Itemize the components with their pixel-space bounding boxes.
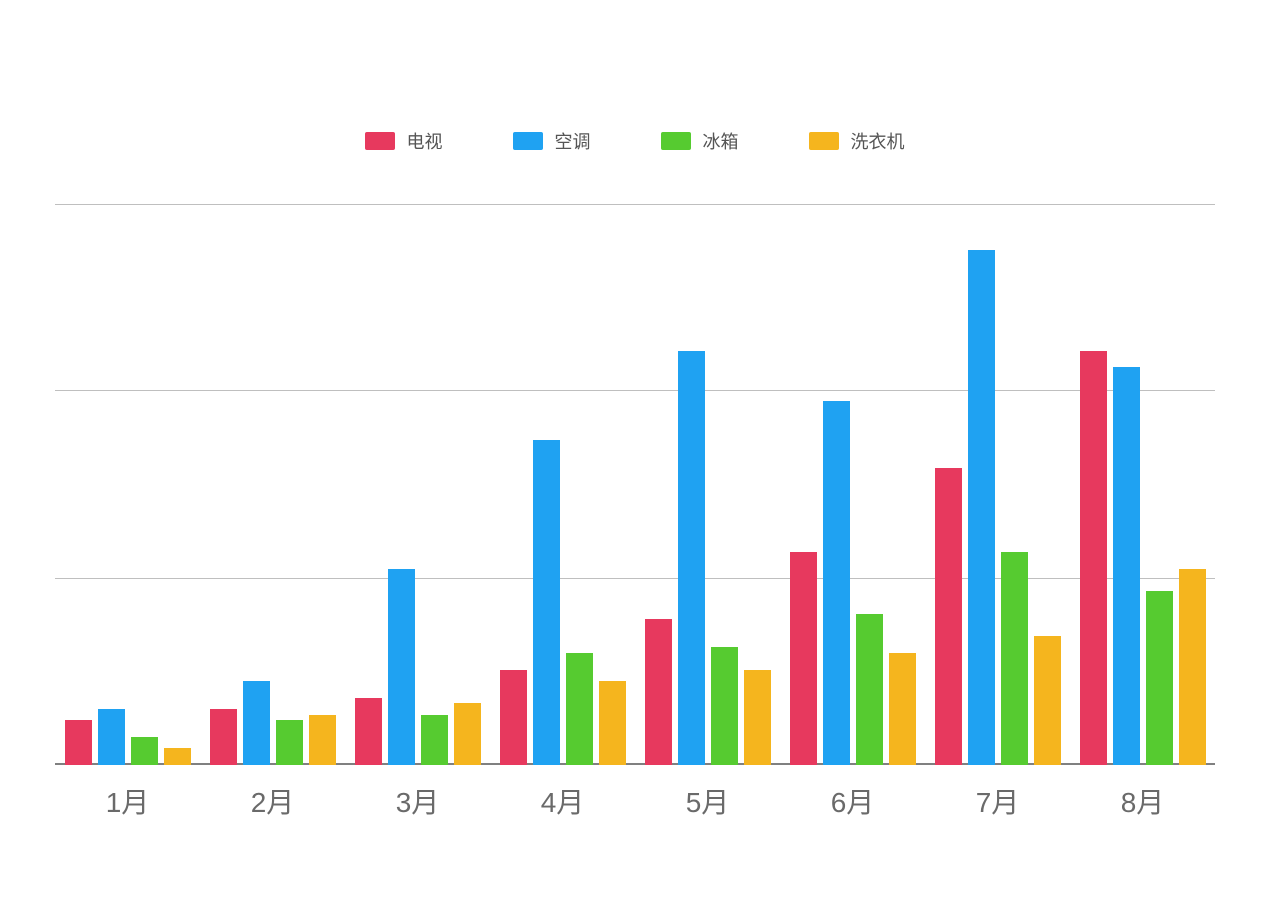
bar[interactable] bbox=[678, 351, 705, 765]
bar[interactable] bbox=[790, 552, 817, 765]
bar[interactable] bbox=[1113, 367, 1140, 765]
bar[interactable] bbox=[210, 709, 237, 765]
x-axis-label: 6月 bbox=[831, 781, 875, 821]
bar[interactable] bbox=[566, 653, 593, 765]
bar[interactable] bbox=[131, 737, 158, 765]
bar[interactable] bbox=[98, 709, 125, 765]
bar[interactable] bbox=[388, 569, 415, 765]
legend-swatch bbox=[661, 132, 691, 150]
gridline bbox=[55, 390, 1215, 391]
legend-item[interactable]: 冰箱 bbox=[661, 128, 739, 154]
x-axis-label: 5月 bbox=[686, 781, 730, 821]
x-axis-label: 1月 bbox=[106, 781, 150, 821]
bar[interactable] bbox=[243, 681, 270, 765]
legend-swatch bbox=[513, 132, 543, 150]
bar[interactable] bbox=[889, 653, 916, 765]
bar[interactable] bbox=[711, 647, 738, 765]
x-axis-label: 7月 bbox=[976, 781, 1020, 821]
legend-item[interactable]: 空调 bbox=[513, 128, 591, 154]
bar[interactable] bbox=[421, 715, 448, 765]
bar[interactable] bbox=[645, 619, 672, 765]
gridline bbox=[55, 204, 1215, 205]
legend-item[interactable]: 电视 bbox=[365, 128, 443, 154]
bar[interactable] bbox=[355, 698, 382, 765]
bar[interactable] bbox=[454, 703, 481, 765]
legend-swatch bbox=[809, 132, 839, 150]
bar[interactable] bbox=[500, 670, 527, 765]
plot-area bbox=[55, 205, 1215, 765]
bar[interactable] bbox=[65, 720, 92, 765]
bar[interactable] bbox=[744, 670, 771, 765]
x-axis-label: 3月 bbox=[396, 781, 440, 821]
gridline bbox=[55, 578, 1215, 579]
bar[interactable] bbox=[935, 468, 962, 765]
legend-label: 洗衣机 bbox=[851, 128, 905, 154]
bar[interactable] bbox=[164, 748, 191, 765]
bar[interactable] bbox=[856, 614, 883, 765]
legend: 电视 空调 冰箱 洗衣机 bbox=[0, 128, 1269, 154]
bar[interactable] bbox=[276, 720, 303, 765]
bar[interactable] bbox=[1080, 351, 1107, 765]
legend-label: 电视 bbox=[407, 128, 443, 154]
bar[interactable] bbox=[599, 681, 626, 765]
x-axis-label: 8月 bbox=[1121, 781, 1165, 821]
bar[interactable] bbox=[1179, 569, 1206, 765]
bar[interactable] bbox=[1034, 636, 1061, 765]
x-axis-label: 2月 bbox=[251, 781, 295, 821]
legend-label: 冰箱 bbox=[703, 128, 739, 154]
legend-item[interactable]: 洗衣机 bbox=[809, 128, 905, 154]
legend-swatch bbox=[365, 132, 395, 150]
legend-label: 空调 bbox=[555, 128, 591, 154]
bar[interactable] bbox=[1001, 552, 1028, 765]
bar-chart: 电视空调冰箱洗衣机 1月2月3月4月5月6月7月8月 bbox=[0, 0, 1269, 898]
bar[interactable] bbox=[309, 715, 336, 765]
bar[interactable] bbox=[823, 401, 850, 765]
x-axis-label: 4月 bbox=[541, 781, 585, 821]
bar[interactable] bbox=[1146, 591, 1173, 765]
bar[interactable] bbox=[968, 250, 995, 765]
bar[interactable] bbox=[533, 440, 560, 765]
x-axis-labels: 1月2月3月4月5月6月7月8月 bbox=[55, 775, 1215, 815]
